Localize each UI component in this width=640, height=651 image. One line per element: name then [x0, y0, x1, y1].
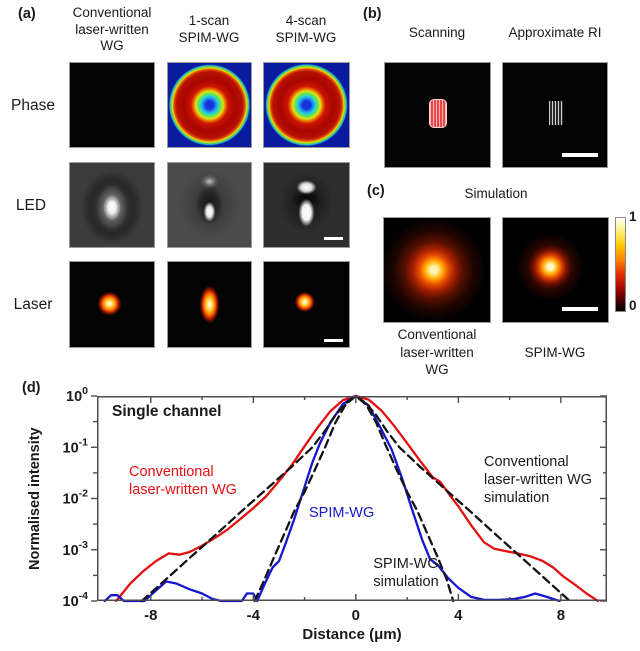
- header-line: 1-scan: [188, 13, 230, 28]
- header-line: SPIM-WG: [275, 29, 337, 45]
- label-line: Conventional: [129, 464, 214, 480]
- svg-text:10-2: 10-2: [63, 488, 89, 508]
- header-line: laser-written: [75, 21, 149, 37]
- phase-image-1-scan: [167, 62, 252, 148]
- svg-text:100: 100: [66, 385, 88, 405]
- column-header-4-scan: 4-scan SPIM-WG: [258, 13, 354, 46]
- scale-bar: [324, 339, 343, 342]
- simulation-image-spim-wg: [502, 217, 609, 323]
- column-header-1-scan: 1-scan SPIM-WG: [161, 13, 257, 46]
- single-channel-chart: (d) Normalised intensity -8 -4 0 4 8 100 10-1 1…: [0, 370, 640, 651]
- caption-line: WG: [425, 362, 449, 377]
- spim-sim-label: SPIM-WG simulation: [360, 555, 452, 591]
- simulation-image-conventional: [383, 217, 491, 323]
- label-line: laser-written WG: [129, 482, 237, 498]
- scale-bar: [562, 307, 598, 311]
- svg-text:-4: -4: [247, 607, 261, 624]
- label-line: SPIM-WG: [373, 556, 439, 572]
- header-line: 4-scan: [285, 13, 327, 28]
- caption-spim-wg: SPIM-WG: [524, 345, 586, 360]
- x-axis-title: Distance (μm): [302, 626, 402, 643]
- panel-d-label: (d): [22, 380, 41, 396]
- phase-image-4-scan: [263, 62, 350, 148]
- y-axis-title: Normalised intensity: [27, 427, 43, 570]
- scale-bar: [324, 237, 343, 240]
- scanning-image: [384, 62, 491, 168]
- approximate-ri-title: Approximate RI: [508, 25, 602, 40]
- blue-curve-label: SPIM-WG: [309, 505, 375, 521]
- panel-c-label: (c): [367, 183, 385, 199]
- scanned-waveguide-cross-section: [429, 99, 447, 128]
- led-image-conventional: [69, 162, 155, 248]
- header-line: WG: [100, 38, 124, 53]
- svg-text:10-3: 10-3: [63, 539, 89, 559]
- simulation-title: Simulation: [464, 186, 528, 201]
- label-line: Conventional: [484, 454, 569, 470]
- led-image-1-scan: [167, 162, 252, 248]
- header-line: SPIM-WG: [178, 29, 240, 45]
- ri-profile-stripes: [549, 101, 563, 125]
- svg-text:10-1: 10-1: [63, 436, 89, 456]
- laser-image-4-scan: [263, 261, 350, 348]
- caption-line: Conventional: [397, 327, 477, 342]
- row-label-led: LED: [15, 197, 47, 214]
- svg-text:8: 8: [557, 607, 565, 624]
- intensity-colorbar: [615, 217, 626, 312]
- scanning-title: Scanning: [408, 25, 466, 40]
- label-line: simulation: [373, 574, 439, 590]
- led-image-4-scan: [263, 162, 350, 248]
- panel-a-label: (a): [18, 6, 36, 22]
- label-line: simulation: [484, 490, 550, 506]
- conv-sim-label: Conventional laser-written WG simulation: [484, 453, 592, 507]
- svg-text:4: 4: [454, 607, 463, 624]
- colorbar-max-label: 1: [629, 209, 637, 224]
- chart-plot-area: -8 -4 0 4 8 100 10-1 10-2 10-3 10-4: [63, 385, 607, 624]
- caption-conventional-wg: Conventional laser-written WG: [387, 326, 487, 379]
- column-header-conventional-wg: Conventional laser-written WG: [64, 5, 160, 55]
- svg-text:0: 0: [352, 607, 360, 624]
- svg-text:-8: -8: [144, 607, 157, 624]
- label-line: laser-written WG: [484, 472, 592, 488]
- phase-image-conventional: [69, 62, 155, 148]
- red-curve-label: Conventional laser-written WG: [129, 463, 237, 499]
- laser-image-1-scan: [167, 261, 252, 348]
- row-label-phase: Phase: [11, 97, 55, 114]
- approximate-ri-image: [502, 62, 608, 168]
- chart-inner-title: Single channel: [112, 403, 222, 420]
- colorbar-min-label: 0: [629, 298, 637, 313]
- scale-bar: [562, 153, 598, 157]
- svg-text:10-4: 10-4: [63, 590, 89, 610]
- header-line: Conventional: [72, 5, 152, 20]
- laser-image-conventional: [69, 261, 155, 348]
- caption-line: laser-written: [400, 344, 474, 360]
- row-label-laser: Laser: [13, 296, 53, 313]
- panel-b-label: (b): [363, 6, 382, 22]
